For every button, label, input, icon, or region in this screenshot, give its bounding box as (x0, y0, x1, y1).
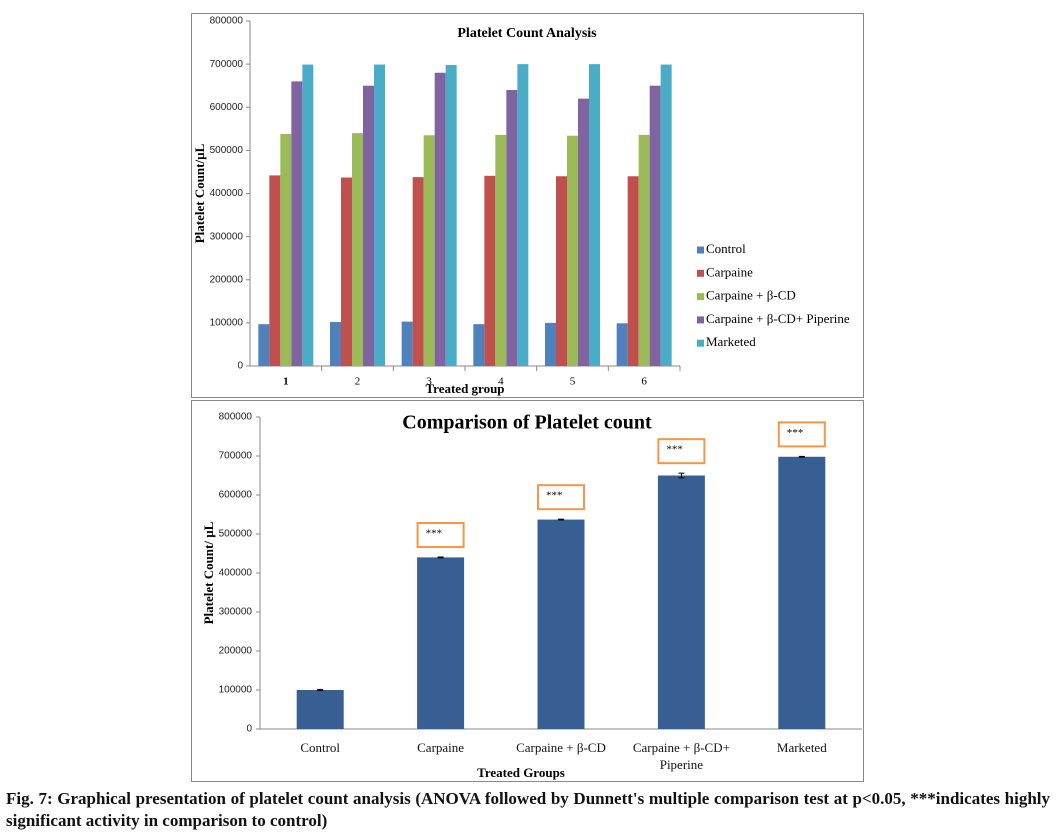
y-tick-label: 600000 (210, 102, 244, 113)
legend-label: Carpaine + β-CD+ Piperine (706, 311, 850, 326)
bar (537, 519, 585, 729)
bar (374, 64, 385, 367)
y-tick-label: 800000 (219, 412, 253, 423)
bar (291, 81, 303, 366)
x-tick-label: Carpaine + β-CD (516, 740, 606, 755)
legend-swatch (697, 339, 704, 347)
bar (578, 98, 589, 366)
bar (506, 90, 518, 366)
y-tick-label: 0 (246, 724, 252, 735)
x-tick-label: Carpaine (417, 740, 465, 755)
y-tick-label: 300000 (210, 231, 244, 242)
bar (556, 176, 567, 366)
legend-label: Carpaine + β-CD (706, 288, 796, 303)
bar (269, 175, 281, 366)
bar (567, 135, 578, 366)
bar (401, 321, 413, 366)
y-tick-label: 600000 (219, 490, 253, 501)
bar (473, 324, 485, 366)
x-tick-label: 1 (283, 376, 289, 388)
bar (280, 133, 292, 366)
significance-box (416, 522, 465, 549)
x-axis-label: Treated group (425, 381, 504, 396)
y-tick-label: 300000 (219, 607, 253, 618)
y-tick-label: 800000 (210, 16, 244, 27)
y-tick-label: 400000 (219, 568, 253, 579)
y-tick-label: 500000 (219, 529, 253, 540)
y-tick-label: 200000 (210, 274, 244, 285)
x-tick-label: 6 (641, 376, 647, 388)
y-tick-label: 500000 (210, 145, 244, 156)
bar (412, 177, 424, 366)
bar (484, 175, 496, 366)
bar (296, 690, 344, 729)
x-tick-label: 3 (426, 376, 432, 388)
bar (258, 324, 270, 366)
bar (778, 456, 826, 729)
bar (638, 134, 650, 366)
bar (627, 176, 639, 366)
legend-label: Carpaine (706, 264, 753, 279)
bar (649, 85, 661, 366)
bar (363, 85, 374, 366)
y-tick-label: 0 (237, 361, 243, 372)
bar (341, 177, 352, 366)
bar (495, 134, 507, 366)
significance-box (657, 438, 706, 465)
significance-box (537, 484, 585, 511)
x-tick-label: 5 (570, 376, 576, 388)
bar (660, 64, 672, 367)
y-tick-label: 700000 (210, 59, 244, 70)
bar (352, 133, 363, 366)
legend-label: Marketed (706, 334, 756, 349)
bar (302, 64, 314, 367)
y-tick-label: 700000 (219, 451, 253, 462)
chart-title: Platelet Count Analysis (457, 26, 597, 41)
significance-label: *** (546, 490, 563, 502)
x-tick-label: Marketed (776, 740, 827, 755)
bar (616, 323, 628, 366)
bar (417, 557, 465, 729)
x-tick-label: Carpaine + β-CD+ Piperine (632, 740, 730, 772)
caption: Fig. 7: Graphical presentation of platel… (6, 789, 1050, 830)
y-tick-label: 100000 (210, 318, 244, 329)
y-axis-label: Platelet Count/ µL (201, 521, 216, 624)
chart-frame (191, 400, 864, 782)
legend-swatch (697, 246, 704, 254)
bar (423, 135, 435, 366)
x-axis-label: Treated Groups (477, 765, 565, 780)
x-tick-label: 4 (498, 376, 504, 388)
bar (330, 322, 341, 366)
bar (545, 322, 556, 366)
y-tick-label: 100000 (219, 685, 253, 696)
x-tick-label: 2 (355, 376, 361, 388)
chart-title: Comparison of Platelet count (402, 412, 652, 434)
bar (517, 64, 529, 366)
legend-swatch (697, 316, 704, 324)
significance-label: *** (426, 528, 443, 540)
legend-swatch (697, 293, 704, 301)
bar (589, 64, 600, 366)
x-tick-label: Control (300, 740, 341, 755)
significance-label: *** (666, 444, 683, 456)
bar (445, 64, 457, 367)
bar (657, 475, 705, 729)
legend-swatch (697, 269, 704, 277)
y-tick-label: 200000 (219, 646, 253, 657)
significance-box (777, 421, 826, 448)
y-tick-label: 400000 (210, 188, 244, 199)
legend-label: Control (706, 241, 746, 256)
bar (434, 72, 446, 366)
y-axis-label: Platelet Count/µL (192, 143, 207, 243)
significance-label: *** (787, 427, 804, 439)
